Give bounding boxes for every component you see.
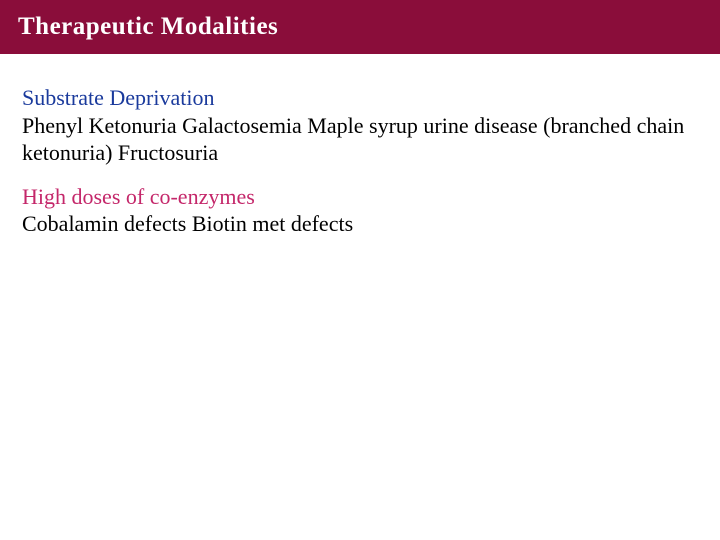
section-heading: Substrate Deprivation — [22, 84, 698, 112]
section-body: Cobalamin defects Biotin met defects — [22, 211, 353, 236]
slide-title: Therapeutic Modalities — [18, 13, 278, 41]
section-body: Phenyl Ketonuria Galactosemia Maple syru… — [22, 113, 684, 166]
section-substrate-deprivation: Substrate Deprivation Phenyl Ketonuria G… — [22, 84, 698, 167]
section-heading: High doses of co-enzymes — [22, 183, 698, 211]
slide-content: Substrate Deprivation Phenyl Ketonuria G… — [0, 54, 720, 238]
section-coenzymes: High doses of co-enzymes Cobalamin defec… — [22, 183, 698, 238]
slide-header: Therapeutic Modalities — [0, 0, 720, 54]
